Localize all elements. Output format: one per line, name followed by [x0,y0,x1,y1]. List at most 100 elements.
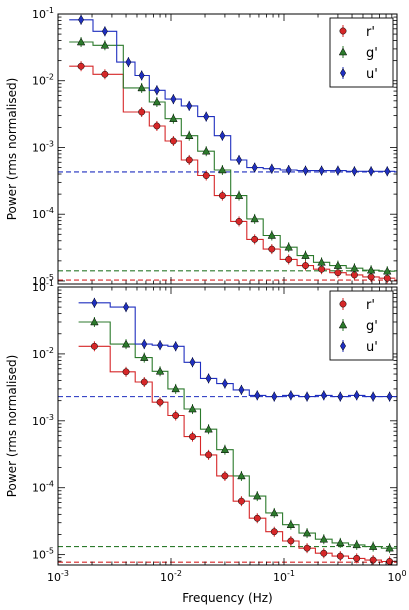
y-tick-label-base: 10 [32,415,46,428]
data-point [251,235,259,243]
y-tick-label: 10-4 [32,206,54,221]
y-tick-label-base: 10 [32,141,46,154]
x-tick-label-base: 10 [387,571,401,584]
y-tick-label: 10-2 [32,73,54,88]
y-tick-label-exp: -1 [46,279,54,288]
y-tick-label: 10-3 [32,413,54,428]
data-point [218,192,226,200]
data-point [237,497,245,505]
data-point [77,62,85,70]
axes-frame [57,13,398,285]
y-tick-label-base: 10 [32,482,46,495]
series-step-line-1 [78,321,397,549]
data-point [251,162,258,173]
data-point [287,537,295,545]
data-point [153,122,161,130]
data-point [138,108,146,116]
data-point [336,552,344,560]
data-point [153,85,160,96]
y-tick-label-exp: -5 [46,273,54,282]
data-point [253,514,261,522]
y-tick-label-exp: -2 [46,73,54,82]
data-point [236,154,243,165]
y-tick-label-base: 10 [32,208,46,221]
data-point [254,390,261,401]
y-axis-label: Power (rms normalised) [5,355,19,498]
y-tick-label-base: 10 [32,348,46,361]
data-point [202,146,211,155]
y-tick-label: 10-5 [32,547,54,562]
data-point [250,214,259,223]
y-tick-label: 10-2 [32,346,54,361]
data-point [137,83,146,92]
data-point [370,391,377,402]
data-point [271,391,278,402]
data-point [189,433,196,441]
data-point [219,130,226,141]
legend-label: u' [366,67,378,82]
data-point [203,111,210,122]
data-point [221,378,228,389]
data-point [100,40,110,49]
data-point [188,404,197,413]
data-point [369,556,377,564]
data-point [169,114,178,122]
legend: r' g' u' [329,290,394,361]
data-point [368,542,378,550]
legend-label: r' [366,25,375,40]
y-axis-label: Power (rms normalised) [5,78,19,221]
data-point [202,172,210,179]
data-point [317,257,326,266]
data-point [285,255,293,263]
legend-frame [329,290,394,361]
data-point [270,508,279,517]
legend: r' g' u' [329,17,394,88]
data-point [366,265,376,274]
data-point [122,368,130,376]
data-point [156,398,164,406]
series-step-line-1 [69,41,396,272]
data-point [268,245,276,253]
y-tick-label-exp: -4 [46,480,54,489]
data-point [285,164,292,175]
data-point [386,391,393,402]
data-point [319,534,329,543]
x-tick-label-exp: 0 [401,569,406,578]
legend-label: r' [366,298,375,313]
axes-frame [57,286,398,566]
y-tick-label: 10-4 [32,480,54,495]
data-point [138,70,145,81]
data-point [204,424,213,433]
x-tick-label-exp: -1 [287,569,295,578]
y-tick-label-exp: -3 [46,413,54,422]
series-step-line-0 [69,65,396,279]
data-point [301,251,310,259]
legend-marker [339,27,347,35]
data-point [383,266,392,275]
x-tick-label-base: 10 [47,571,61,584]
data-point [101,70,109,78]
legend-label: g' [366,319,378,334]
data-point [185,131,194,139]
data-point [334,165,341,176]
data-point [333,261,343,269]
data-point [237,471,246,480]
legend-marker [338,47,348,56]
data-point [218,165,227,174]
data-point [352,540,361,549]
data-point [172,412,180,419]
data-point [169,137,177,145]
data-point [284,242,293,251]
data-point [302,528,312,537]
data-point [123,302,130,313]
y-tick-label: 10-3 [32,139,54,154]
y-tick-label: 10-1 [32,6,54,21]
data-point [318,165,325,176]
data-point [157,340,164,351]
legend-frame [329,17,394,88]
y-tick-label: 10-5 [32,273,54,288]
data-point [353,554,361,562]
data-point [267,230,277,239]
data-point [221,472,229,480]
